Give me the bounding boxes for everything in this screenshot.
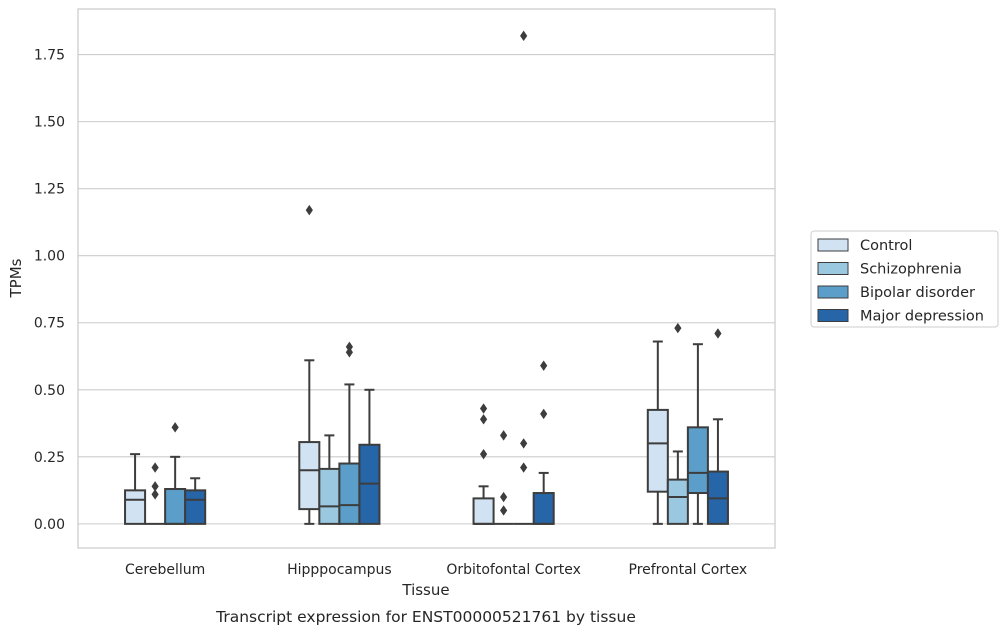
outlier-point	[151, 489, 159, 500]
box-body	[318, 467, 341, 525]
legend-label: Major depression	[860, 309, 984, 325]
box-1-0	[145, 462, 166, 525]
outlier-point	[714, 328, 722, 339]
box-1-2	[493, 430, 514, 525]
legend-frame	[810, 230, 999, 328]
y-tick-label: 1.25	[34, 182, 65, 198]
y-tick-label: 1.50	[34, 115, 65, 131]
box-body	[532, 492, 555, 525]
box-2-1	[338, 341, 361, 525]
outlier-point	[345, 347, 353, 358]
box-1-3	[666, 322, 689, 525]
outlier-point	[500, 491, 508, 503]
outlier-point	[151, 481, 159, 492]
y-tick-label: 0.25	[34, 450, 65, 466]
box-body	[298, 441, 321, 511]
outlier-point	[540, 408, 548, 420]
outlier-point	[151, 462, 159, 473]
legend-swatch	[817, 262, 849, 275]
legend-swatch	[817, 309, 849, 322]
box-body	[184, 489, 207, 525]
outlier-point	[479, 403, 488, 414]
y-axis-label: TPMs	[7, 258, 25, 298]
box-2-2	[513, 30, 534, 525]
box-body	[124, 489, 147, 525]
box-body	[666, 478, 689, 525]
x-tick-label: Prefrontal Cortex	[629, 562, 748, 578]
plot-frame	[77, 8, 776, 549]
legend-swatch	[817, 285, 849, 299]
series-1	[145, 322, 689, 525]
box-body	[472, 497, 495, 525]
y-tick-label: 0.00	[34, 517, 65, 533]
legend-swatch	[817, 238, 849, 252]
outlier-point	[345, 341, 353, 353]
box-3-3	[706, 328, 729, 525]
box-body	[686, 426, 709, 495]
outlier-point	[520, 438, 528, 449]
box-3-1	[358, 388, 381, 525]
outlier-point	[540, 360, 548, 371]
outlier-point	[674, 322, 682, 334]
legend-label: Schizophrenia	[860, 262, 962, 278]
box-2-0	[164, 422, 187, 525]
legend: Control Schizophrenia Bipolar disorder Majo…	[810, 230, 999, 328]
y-tick-label: 0.75	[34, 316, 65, 332]
box-body	[646, 408, 669, 493]
legend-label: Control	[860, 238, 912, 254]
y-tick-label: 0.50	[34, 383, 65, 399]
x-tick-label: Hipppocampus	[287, 562, 392, 578]
box-2-3	[686, 343, 709, 525]
box-body	[164, 488, 187, 525]
y-tick-labels: 0.00 0.25 0.50 0.75 1.00 1.25 1.50 1.75	[34, 48, 65, 533]
outlier-point	[520, 462, 528, 473]
box-series	[124, 30, 729, 525]
x-tick-labels: Cerebellum Hipppocampus Orbitofontal Corte…	[125, 562, 747, 578]
figure-caption: Transcript expression for ENST0000052176…	[215, 608, 636, 626]
x-tick-label: Cerebellum	[125, 562, 205, 578]
box-3-2	[532, 360, 555, 525]
legend-label: Bipolar disorder	[860, 285, 975, 301]
plot-area	[78, 9, 775, 548]
outlier-point	[520, 30, 528, 42]
y-tick-label: 1.75	[34, 48, 65, 64]
outlier-point	[500, 505, 508, 516]
series-0	[124, 204, 669, 525]
y-gridlines	[78, 54, 775, 525]
outlier-point	[171, 422, 179, 433]
series-3	[184, 328, 729, 525]
outlier-point	[479, 448, 488, 460]
box-0-2	[472, 403, 495, 525]
outlier-point	[500, 430, 508, 441]
outlier-point	[479, 414, 488, 425]
box-0-3	[646, 340, 669, 525]
box-0-0	[124, 453, 147, 525]
box-1-1	[318, 434, 341, 525]
box-body	[338, 462, 361, 525]
box-3-0	[184, 477, 207, 525]
y-tick-label: 1.00	[34, 249, 65, 265]
x-axis-label: Tissue	[401, 581, 449, 599]
legend-items: Control Schizophrenia Bipolar disorder Majo…	[817, 238, 984, 325]
x-tick-label: Orbitofontal Cortex	[446, 562, 581, 578]
outlier-point	[305, 204, 313, 216]
series-2	[164, 30, 709, 525]
